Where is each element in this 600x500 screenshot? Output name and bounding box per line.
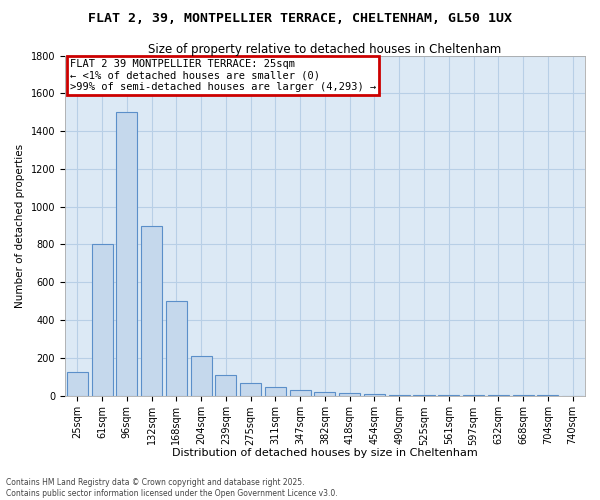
Bar — [314, 392, 335, 396]
Bar — [364, 394, 385, 396]
Y-axis label: Number of detached properties: Number of detached properties — [15, 144, 25, 308]
Bar — [290, 390, 311, 396]
Bar — [191, 356, 212, 396]
Bar — [240, 383, 261, 396]
Bar — [116, 112, 137, 396]
Bar — [141, 226, 162, 396]
Bar — [215, 374, 236, 396]
Bar — [92, 244, 113, 396]
Bar — [339, 393, 360, 396]
Bar — [166, 301, 187, 396]
Text: FLAT 2 39 MONTPELLIER TERRACE: 25sqm
← <1% of detached houses are smaller (0)
>9: FLAT 2 39 MONTPELLIER TERRACE: 25sqm ← <… — [70, 59, 376, 92]
Text: Contains HM Land Registry data © Crown copyright and database right 2025.
Contai: Contains HM Land Registry data © Crown c… — [6, 478, 338, 498]
X-axis label: Distribution of detached houses by size in Cheltenham: Distribution of detached houses by size … — [172, 448, 478, 458]
Text: FLAT 2, 39, MONTPELLIER TERRACE, CHELTENHAM, GL50 1UX: FLAT 2, 39, MONTPELLIER TERRACE, CHELTEN… — [88, 12, 512, 26]
Bar — [265, 387, 286, 396]
Title: Size of property relative to detached houses in Cheltenham: Size of property relative to detached ho… — [148, 42, 502, 56]
Bar — [413, 395, 434, 396]
Bar — [67, 372, 88, 396]
Bar — [389, 394, 410, 396]
